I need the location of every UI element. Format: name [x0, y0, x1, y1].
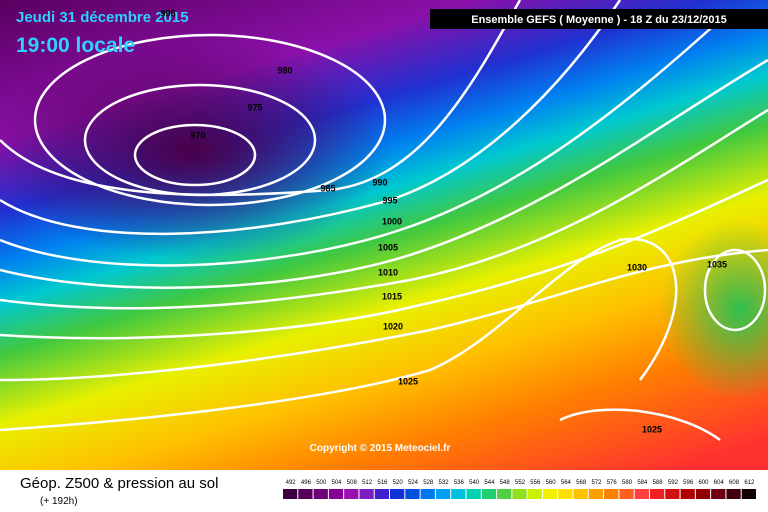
copyright: Copyright © 2015 Meteociel.fr	[310, 443, 451, 454]
scale-swatch	[665, 489, 680, 499]
east-field	[660, 220, 768, 400]
scale-label: 512	[362, 480, 373, 486]
scale-label: 500	[316, 480, 327, 486]
scale-label: 492	[286, 480, 297, 486]
scale-swatch	[313, 489, 328, 499]
scale-swatch	[481, 489, 497, 499]
scale-swatch	[374, 489, 390, 499]
scale-label: 584	[637, 480, 648, 486]
scale-label: 588	[653, 480, 664, 486]
isobar-label: 1035	[707, 259, 727, 269]
isobar-label: 970	[190, 130, 205, 140]
scale-swatch	[695, 489, 711, 499]
scale-label: 548	[500, 480, 511, 486]
scale-label: 596	[683, 480, 694, 486]
isobar-label: 975	[247, 102, 262, 112]
scale-label: 572	[591, 480, 602, 486]
scale-label: 528	[423, 480, 434, 486]
scale-label: 556	[530, 480, 541, 486]
scale-label: 568	[576, 480, 587, 486]
isobar-labels: 995 980 975 970 985 990 995 1000 1005 1010 1015 102…	[160, 8, 727, 434]
scale-label: 496	[301, 480, 312, 486]
scale-swatch	[328, 489, 344, 499]
isobar-label: 980	[277, 65, 292, 75]
isobars	[0, 0, 768, 440]
scale-swatch	[634, 489, 649, 499]
scale-label: 524	[408, 480, 419, 486]
scale-swatch	[512, 489, 527, 499]
scale-label: 600	[698, 480, 709, 486]
isobar-label: 995	[160, 8, 175, 18]
scale-label: 552	[515, 480, 526, 486]
scale-label: 544	[484, 480, 495, 486]
scale-swatch	[542, 489, 558, 499]
low-center	[0, 40, 390, 260]
scale-swatch	[435, 489, 451, 499]
scale-label: 604	[714, 480, 725, 486]
scale-label: 504	[332, 480, 343, 486]
scale-swatch	[298, 489, 313, 499]
isobar-label: 1015	[382, 291, 402, 301]
scale-swatch	[466, 489, 481, 499]
scale-label: 536	[454, 480, 465, 486]
scale-swatch	[588, 489, 604, 499]
date: Jeudi 31 décembre 2015	[16, 9, 189, 26]
footer-range: (+ 192h)	[40, 496, 78, 507]
scale-swatch	[527, 489, 542, 499]
scale-swatch	[390, 489, 405, 499]
scale-label: 540	[469, 480, 480, 486]
scale-swatch	[283, 489, 298, 499]
isobar-label: 1010	[378, 267, 398, 277]
isobar-label: 1020	[383, 321, 403, 331]
scale-swatch	[558, 489, 573, 499]
scale-label: 576	[607, 480, 618, 486]
model-info: Ensemble GEFS ( Moyenne ) - 18 Z du 23/1…	[471, 14, 727, 26]
scale-swatch	[711, 489, 726, 499]
isobar-label: 1025	[398, 376, 418, 386]
scale-label: 520	[393, 480, 404, 486]
isobar-label: 995	[382, 195, 397, 205]
scale-swatch	[451, 489, 466, 499]
scale-label: 508	[347, 480, 358, 486]
scale-label: 580	[622, 480, 633, 486]
isobar-label: 1005	[378, 242, 398, 252]
scale-swatch	[741, 489, 756, 499]
scale-label: 532	[439, 480, 450, 486]
scale-label: 612	[744, 480, 755, 486]
scale-label: 516	[377, 480, 388, 486]
scale-swatch	[680, 489, 695, 499]
isobar-label: 1030	[627, 262, 647, 272]
footer-title: Géop. Z500 & pression au sol	[20, 475, 218, 492]
scale-swatch	[649, 489, 665, 499]
color-scale: 492 496 500 504 508 512 516 520 524 528 532 536 540 5…	[283, 480, 756, 499]
scale-swatch	[604, 489, 619, 499]
scale-swatch	[573, 489, 588, 499]
scale-label: 560	[546, 480, 557, 486]
model-bar	[430, 9, 768, 29]
scale-label: 608	[729, 480, 740, 486]
isobar-label: 1025	[642, 424, 662, 434]
scale-swatch	[344, 489, 359, 499]
scale-swatch	[359, 489, 374, 499]
scale-label: 592	[668, 480, 679, 486]
isobar-label: 990	[372, 177, 387, 187]
scale-swatch	[405, 489, 420, 499]
scale-swatch	[420, 489, 435, 499]
scale-swatch	[726, 489, 741, 499]
scale-label: 564	[561, 480, 572, 486]
scale-swatch	[619, 489, 634, 499]
isobar-label: 1000	[382, 216, 402, 226]
scale-swatch	[497, 489, 512, 499]
time: 19:00 locale	[16, 34, 135, 57]
isobar-label: 985	[320, 183, 335, 193]
